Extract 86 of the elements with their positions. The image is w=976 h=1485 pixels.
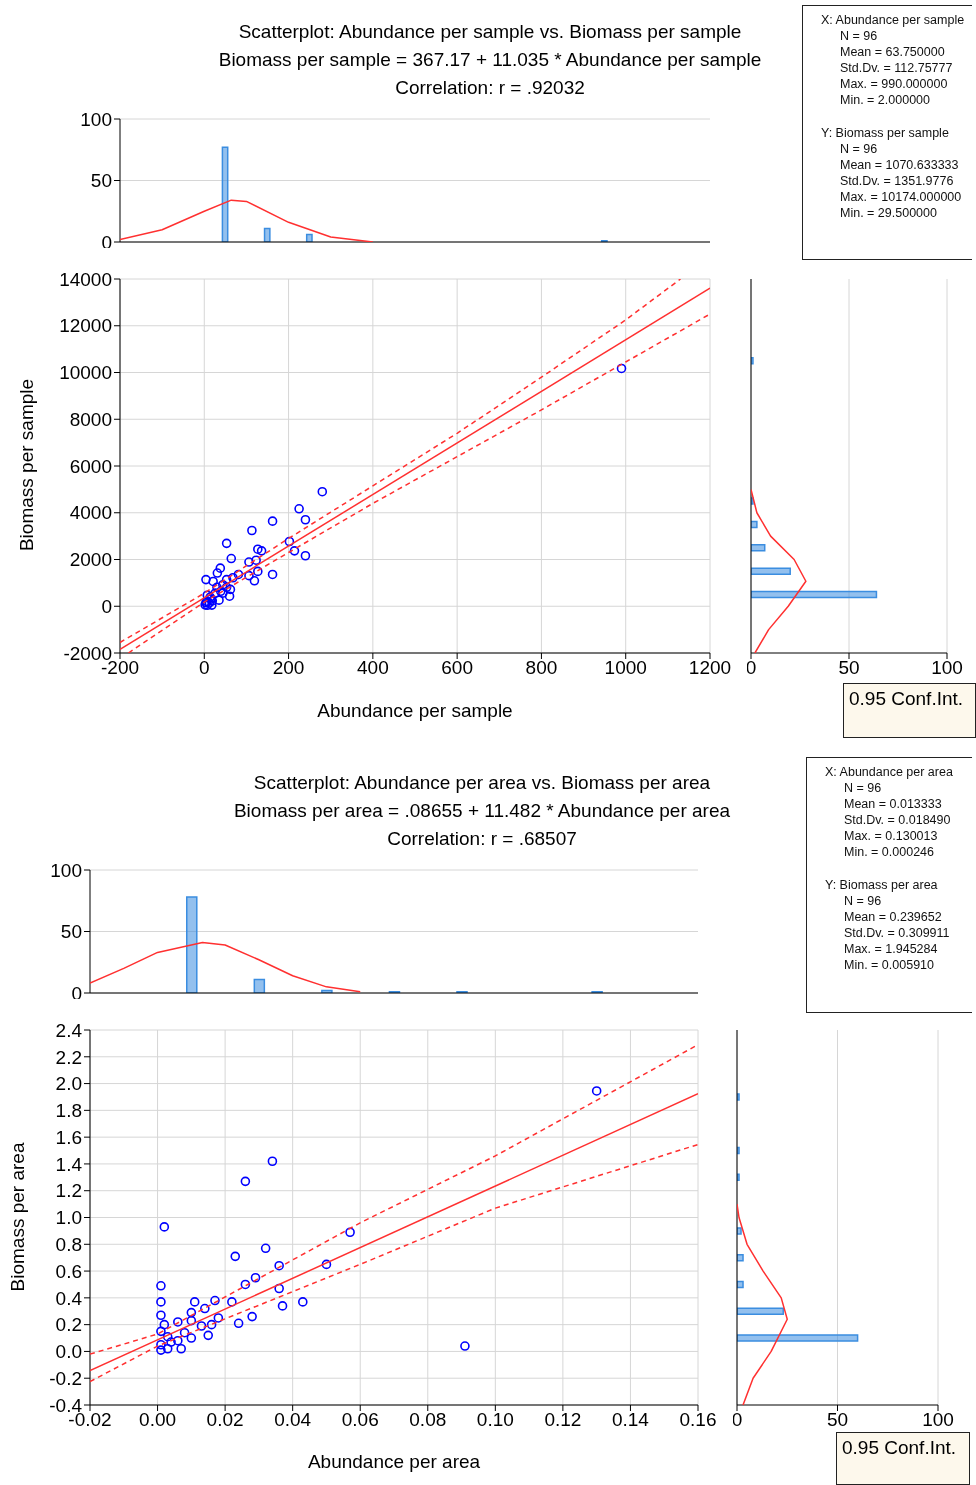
- text: Min. = 0.005910: [843, 957, 935, 973]
- text: Max. = 0.130013: [843, 828, 939, 844]
- y-tick-label: 50: [90, 170, 112, 192]
- text: Std.Dv. = 1351.9776: [839, 173, 955, 189]
- y-tick-label: 1.4: [55, 1153, 83, 1175]
- text: Min. = 0.000246: [843, 844, 935, 860]
- text: X: Abundance per area: [824, 764, 954, 780]
- x-tick-label: 0.16: [679, 1409, 717, 1431]
- y-tick-label: 1.6: [55, 1126, 82, 1148]
- text: Std.Dv. = 112.75777: [839, 60, 954, 76]
- y-tick-label: 10000: [59, 362, 112, 384]
- text: N = 96: [843, 780, 883, 796]
- x-tick-label: 0.02: [206, 1409, 244, 1431]
- x-tick-label: 0.08: [409, 1409, 447, 1431]
- text: N = 96: [843, 893, 883, 909]
- text: Y: Biomass per area: [824, 877, 939, 893]
- y-tick-label: 0: [101, 231, 112, 253]
- y-tick-label: 2000: [69, 549, 112, 571]
- y-axis-title: Biomass per area: [7, 1141, 29, 1293]
- text: X: Abundance per sample: [820, 12, 966, 28]
- x-axis-title: Abundance per area: [306, 1451, 482, 1473]
- text: Std.Dv. = 0.018490: [843, 812, 952, 828]
- x-tick-label: 1200: [688, 657, 732, 679]
- y-tick-label: 100: [80, 108, 112, 130]
- y-tick-label: 0: [101, 595, 112, 617]
- text: Max. = 10174.000000: [839, 189, 963, 205]
- y-tick-label: -0.2: [49, 1367, 82, 1389]
- y-axis-title: Biomass per sample: [16, 377, 38, 554]
- x-tick-label: 0: [731, 1409, 743, 1431]
- text: Correlation: r = .68507: [386, 827, 578, 851]
- y-tick-label: 6000: [69, 455, 112, 477]
- y-tick-label: 1.2: [55, 1180, 82, 1202]
- chart-subtitle: Biomass per area = .08655 + 11.482 * Abundance per area: [232, 799, 732, 823]
- x-tick-label: 0.14: [611, 1409, 650, 1431]
- y-tick-label: 4000: [69, 502, 112, 524]
- x-tick-label: 100: [922, 1409, 954, 1431]
- text: Std.Dv. = 0.309911: [843, 925, 951, 941]
- y-tick-label: 2.4: [55, 1019, 83, 1041]
- x-axis-title: Abundance per sample: [316, 700, 514, 722]
- chart-title: Scatterplot: Abundance per area vs. Biomass per area: [252, 771, 712, 795]
- y-tick-label: 1.0: [55, 1207, 82, 1229]
- text: 0.95 Conf.Int.: [842, 1437, 958, 1459]
- chart-subtitle: Biomass per sample = 367.17 + 11.035 * Abundance per sample: [217, 48, 763, 72]
- text: 0.95 Conf.Int.: [849, 688, 965, 710]
- y-tick-label: 0.2: [55, 1314, 82, 1336]
- text: Min. = 2.000000: [839, 92, 931, 108]
- x-tick-label: 0: [199, 657, 210, 679]
- y-tick-label: 0: [71, 982, 82, 1004]
- text: Mean = 0.013333: [843, 796, 943, 812]
- x-tick-label: 0.10: [476, 1409, 514, 1431]
- y-tick-label: 12000: [59, 315, 112, 337]
- y-tick-label: 0.6: [55, 1260, 82, 1282]
- x-tick-label: 0.06: [341, 1409, 379, 1431]
- x-tick-label: 0.04: [274, 1409, 312, 1431]
- x-tick-label: 1000: [604, 657, 647, 679]
- x-tick-label: 400: [357, 657, 389, 679]
- text: Min. = 29.500000: [839, 205, 938, 221]
- y-tick-label: 0.4: [55, 1287, 83, 1309]
- x-tick-label: 800: [525, 657, 558, 679]
- chart-title: Scatterplot: Abundance per sample vs. Biomass per sample: [237, 20, 743, 44]
- x-tick-label: 50: [826, 1409, 849, 1431]
- y-tick-label: 1.8: [55, 1100, 82, 1122]
- x-tick-label: 600: [441, 657, 473, 679]
- x-tick-label: 0.00: [139, 1409, 177, 1431]
- y-tick-label: 100: [50, 859, 82, 881]
- text: N = 96: [839, 141, 879, 157]
- text: Mean = 1070.633333: [839, 157, 960, 173]
- text: Correlation: r = .92032: [394, 76, 586, 100]
- text: Y: Biomass per sample: [820, 125, 950, 141]
- x-tick-label: 0: [745, 657, 757, 679]
- x-tick-label: 200: [272, 657, 305, 679]
- text: Max. = 1.945284: [843, 941, 939, 957]
- y-tick-label: 2.0: [55, 1073, 82, 1095]
- text: N = 96: [839, 28, 879, 44]
- x-tick-label: 100: [931, 657, 963, 679]
- text: Mean = 0.239652: [843, 909, 943, 925]
- y-tick-label: 0.0: [55, 1341, 82, 1363]
- y-tick-label: 14000: [59, 268, 112, 290]
- y-tick-label: 8000: [69, 408, 112, 430]
- text: Mean = 63.750000: [839, 44, 946, 60]
- y-tick-label: 2.2: [55, 1046, 82, 1068]
- x-tick-label: 50: [838, 657, 860, 679]
- y-tick-label: 0.8: [55, 1234, 82, 1256]
- x-tick-label: 0.12: [544, 1409, 582, 1431]
- y-tick-label: 50: [60, 921, 82, 943]
- text: Max. = 990.000000: [839, 76, 949, 92]
